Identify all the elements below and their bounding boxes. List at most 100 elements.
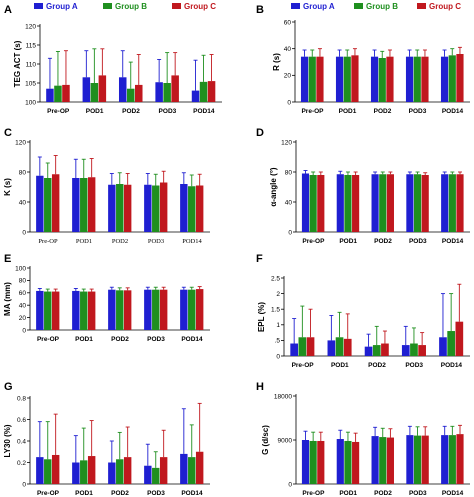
- y-axis-label: α-angle (°): [269, 167, 278, 207]
- y-tick-label: 110: [26, 61, 37, 68]
- bar-group-a: [180, 289, 188, 330]
- legend-label: Group B: [366, 2, 398, 11]
- bar-group-c: [386, 56, 394, 102]
- legend-swatch: [291, 3, 300, 9]
- bar-group-b: [413, 174, 422, 232]
- y-tick-label: 120: [281, 139, 292, 146]
- bar-group-a: [36, 457, 44, 484]
- bar-group-a: [439, 337, 447, 356]
- bar-group-a: [72, 462, 80, 484]
- panel-letter: C: [4, 127, 12, 139]
- y-tick-label: 40: [19, 199, 27, 206]
- y-tick-label: 0: [22, 229, 26, 236]
- bar-group-b: [188, 289, 196, 330]
- x-tick-label: Pre-OP: [302, 238, 325, 245]
- panel-h: H G (d/sc) 0 9000 18000 Pre-OP POD1 POD2 POD3 POD…: [256, 381, 470, 497]
- bar-group-a: [364, 346, 373, 356]
- y-tick-label: 2: [276, 291, 280, 298]
- y-axis-label: LY30 (%): [3, 424, 12, 457]
- bar-group-b: [344, 175, 352, 232]
- bar-group-a: [36, 175, 44, 232]
- y-tick-label: 0: [288, 481, 292, 488]
- y-tick-label: 60: [284, 19, 292, 26]
- bar-group-c: [62, 84, 70, 102]
- bar-group-a: [155, 82, 163, 102]
- y-tick-label: 0.4: [17, 438, 26, 445]
- y-tick-label: 0.2: [17, 460, 26, 467]
- panel-letter: G: [4, 381, 13, 393]
- bar-group-b: [413, 56, 421, 102]
- legend-label: Group C: [184, 2, 216, 11]
- bar-group-b: [116, 459, 124, 484]
- bar-group-a: [440, 56, 449, 102]
- y-tick-label: 115: [26, 42, 37, 49]
- bar-group-b: [309, 175, 317, 232]
- y-tick-label: 0.6: [17, 417, 26, 424]
- bar-group-c: [421, 175, 429, 232]
- bar-group-c: [316, 56, 324, 102]
- bar-group-a: [405, 56, 414, 102]
- bar-group-c: [352, 441, 360, 484]
- bar-group-a: [144, 184, 152, 232]
- bar-group-c: [87, 456, 96, 484]
- x-tick-label: POD3: [147, 490, 165, 497]
- bar-group-c: [455, 321, 464, 356]
- panel-g: G LY30 (%) 0 0.2 0.4 0.6 0.8 Pre-OP POD1 POD2 POD3…: [3, 381, 210, 497]
- bar-group-b: [410, 343, 418, 356]
- legend-swatch: [417, 3, 426, 9]
- x-tick-label: Pre-OP: [292, 362, 315, 369]
- bar-group-c: [135, 84, 143, 102]
- bar-group-a: [108, 289, 116, 330]
- bar-group-b: [188, 186, 196, 232]
- bar-group-a: [441, 435, 449, 484]
- x-tick-label: POD2: [111, 336, 129, 343]
- x-tick-label: Pre-OP: [38, 238, 58, 245]
- bar-group-b: [448, 435, 456, 484]
- x-tick-label: POD2: [374, 490, 392, 497]
- x-tick-label: POD14: [182, 238, 202, 245]
- bar-group-b: [372, 345, 381, 356]
- bar-group-c: [159, 289, 168, 330]
- bar-group-c: [386, 174, 394, 232]
- x-tick-label: POD1: [339, 490, 357, 497]
- bar-group-c: [317, 175, 325, 232]
- x-tick-label: POD14: [181, 336, 203, 343]
- bar-group-a: [144, 289, 152, 330]
- bar-group-c: [87, 291, 96, 330]
- x-tick-label: POD1: [75, 336, 93, 343]
- bar-group-b: [152, 289, 160, 330]
- panel-letter: F: [256, 253, 263, 265]
- y-tick-label: 0: [287, 99, 291, 106]
- bar-group-c: [51, 174, 60, 232]
- x-tick-label: POD3: [409, 238, 427, 245]
- bar-group-a: [72, 178, 80, 232]
- x-tick-label: POD3: [148, 238, 164, 245]
- y-axis-label: G (d/sc): [261, 425, 270, 455]
- x-tick-label: POD1: [331, 362, 349, 369]
- x-tick-label: POD1: [339, 108, 357, 115]
- x-tick-label: POD14: [181, 490, 203, 497]
- bar-group-b: [379, 437, 387, 484]
- bar-group-c: [351, 55, 359, 102]
- bar-group-a: [46, 88, 54, 102]
- bar-group-c: [306, 337, 315, 356]
- y-tick-label: 40: [285, 199, 293, 206]
- x-tick-label: POD14: [442, 238, 464, 245]
- x-tick-label: POD1: [86, 108, 104, 115]
- bar-group-c: [123, 184, 132, 232]
- bar-group-c: [386, 437, 394, 484]
- y-tick-label: 0: [22, 327, 26, 334]
- y-tick-label: 80: [19, 169, 27, 176]
- bar-group-a: [406, 435, 414, 484]
- x-tick-label: POD14: [441, 362, 463, 369]
- y-tick-label: 20: [284, 73, 292, 80]
- x-tick-label: POD14: [442, 490, 464, 497]
- bar-group-b: [44, 459, 52, 484]
- x-tick-label: POD2: [122, 108, 140, 115]
- legend-label: Group C: [429, 2, 461, 11]
- bar-group-c: [159, 182, 168, 232]
- bar-group-a: [441, 174, 449, 232]
- panel-e: E MA (mm) 0 20 40 60 80 100 Pre-OP POD1 POD2 POD3 PO…: [3, 253, 210, 343]
- bar-group-b: [344, 440, 352, 484]
